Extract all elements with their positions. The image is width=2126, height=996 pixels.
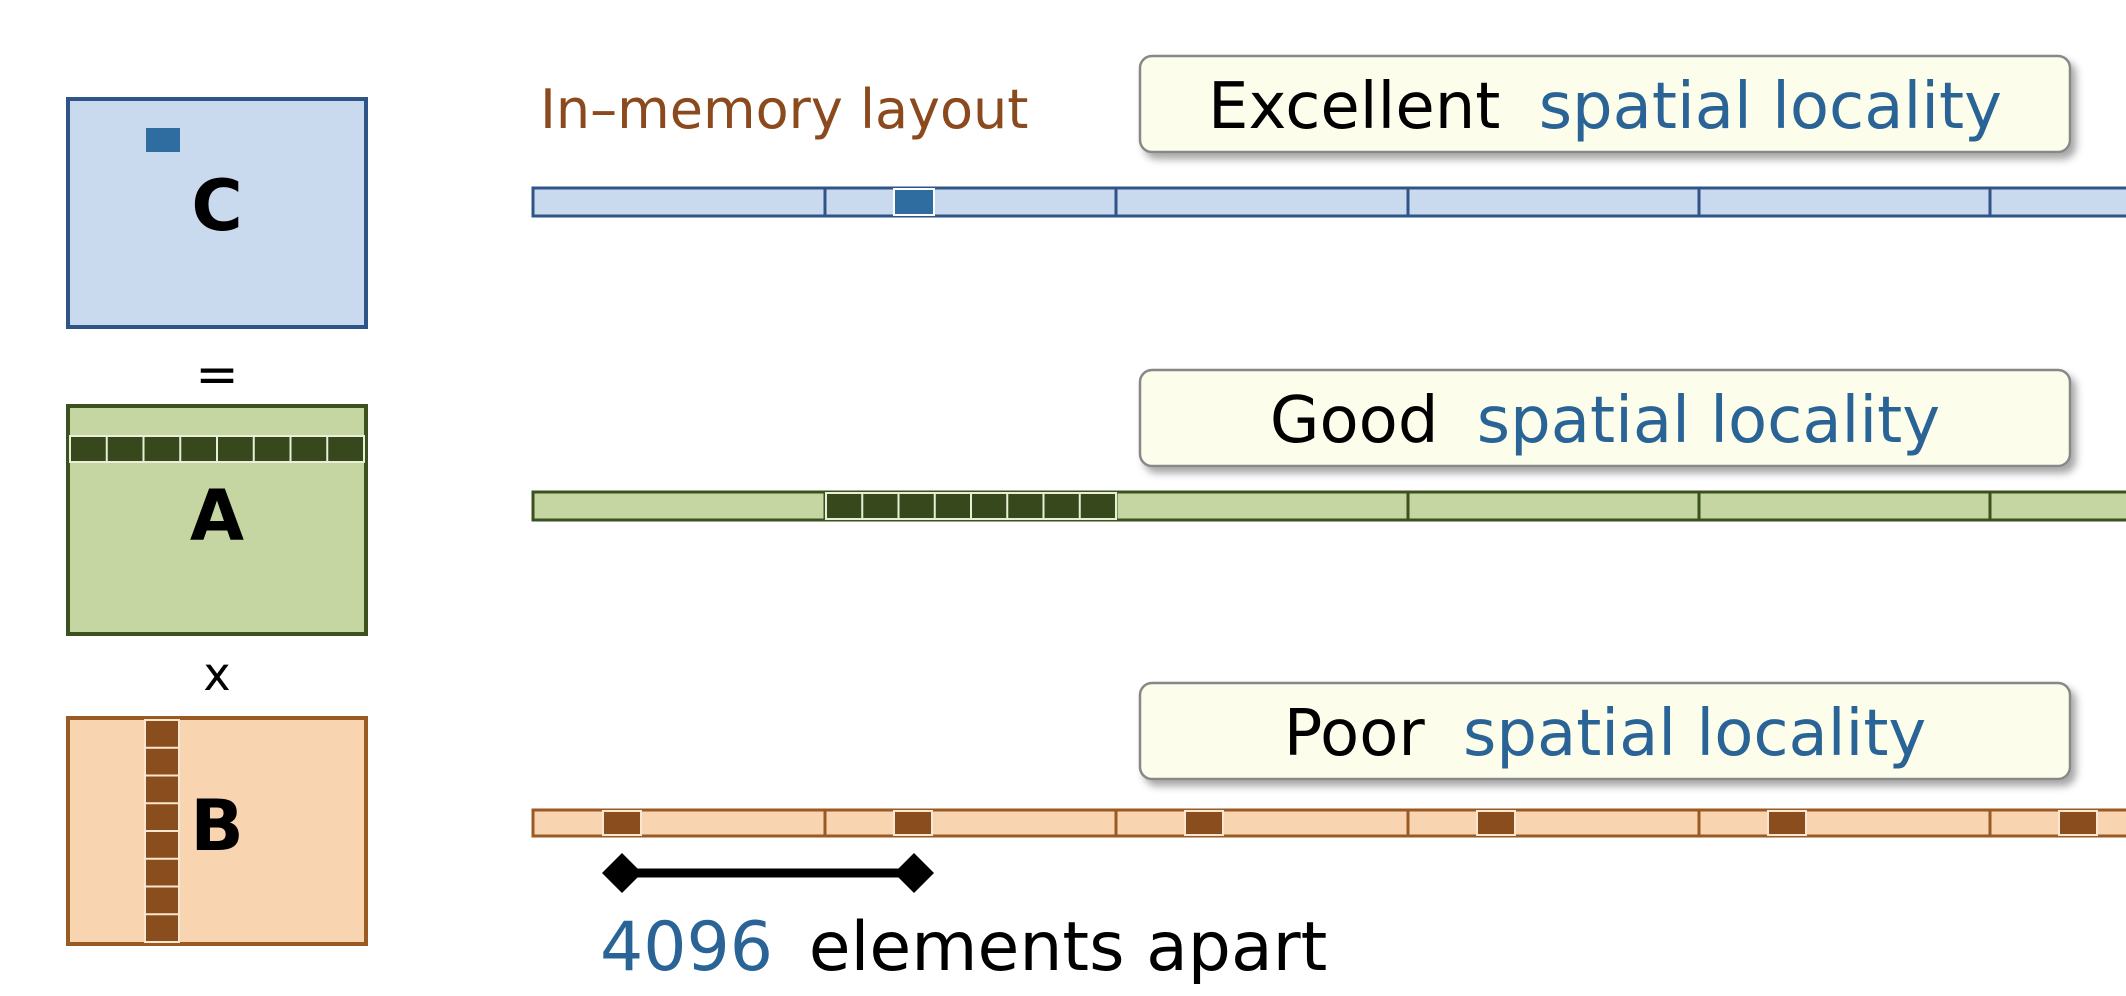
memory-strip-c	[533, 188, 2126, 216]
memory-strip-b-element	[1185, 811, 1223, 835]
memory-strip-c-bar	[533, 188, 2126, 216]
memory-strip-a-bar	[533, 492, 2126, 520]
stride-right-diamond	[894, 853, 934, 893]
matrix-b-label: B	[190, 785, 243, 867]
stride-indicator	[602, 853, 934, 893]
memory-strip-a	[533, 492, 2126, 520]
memory-strip-b-element	[1768, 811, 1806, 835]
stride-text: elements apart	[809, 908, 1328, 987]
memory-strip-b-element	[603, 811, 641, 835]
callout-good: Good spatial locality	[1140, 370, 2070, 466]
memory-strip-a-row-elements	[826, 493, 1116, 519]
equals-operator: =	[195, 345, 239, 405]
stride-caption: 4096 elements apart	[600, 908, 1327, 987]
memory-strip-b-bar	[533, 810, 2126, 836]
stride-left-diamond	[602, 853, 642, 893]
matrix-c-label: C	[191, 165, 242, 247]
memory-strip-b-element	[894, 811, 932, 835]
stride-number: 4096	[600, 908, 773, 987]
memory-strip-b-element	[2059, 811, 2097, 835]
matrix-c-element	[146, 128, 180, 152]
memory-strip-b-element	[1477, 811, 1515, 835]
matrix-a-label: A	[190, 475, 244, 557]
memory-strip-b	[533, 810, 2126, 836]
callout-poor-text: Poor spatial locality	[1284, 697, 1927, 771]
matrix-c: C	[68, 99, 366, 327]
times-operator: x	[203, 647, 230, 701]
memory-layout-label: In–memory layout	[540, 78, 1028, 141]
callout-excellent: Excellent spatial locality	[1140, 56, 2070, 152]
callout-poor-quality: Poor	[1284, 697, 1426, 771]
callout-poor-suffix: spatial locality	[1463, 697, 1926, 771]
matrix-b-column-elements	[145, 720, 179, 942]
matrix-b: B	[68, 718, 366, 944]
matrix-a: A	[68, 406, 366, 634]
memory-strip-c-element	[894, 189, 934, 215]
callout-good-quality: Good	[1270, 384, 1439, 458]
callout-good-text: Good spatial locality	[1270, 384, 1940, 458]
callout-excellent-suffix: spatial locality	[1539, 70, 2002, 144]
callout-poor: Poor spatial locality	[1140, 683, 2070, 779]
callout-good-suffix: spatial locality	[1477, 384, 1940, 458]
callout-excellent-text: Excellent spatial locality	[1208, 70, 2002, 144]
matrix-a-row-elements	[70, 436, 364, 462]
callout-excellent-quality: Excellent	[1208, 70, 1500, 144]
